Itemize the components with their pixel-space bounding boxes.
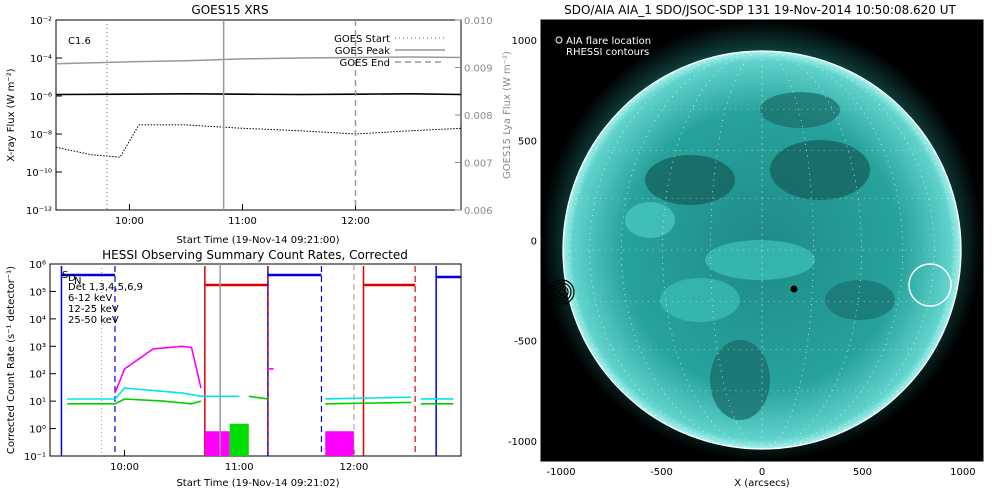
hessi-series-line bbox=[115, 346, 201, 393]
hessi-title: HESSI Observing Summary Count Rates, Cor… bbox=[102, 248, 408, 262]
goes-y-tick-label: 10⁻¹² bbox=[26, 206, 52, 217]
goes-x-tick-label: 12:00 bbox=[341, 216, 370, 227]
hessi-y-tick-label: 10⁴ bbox=[29, 315, 46, 326]
goes-y-tick-label: 10⁻⁴ bbox=[30, 54, 52, 65]
aia-y-tick-label: -1000 bbox=[508, 437, 537, 448]
disk-feature bbox=[770, 140, 870, 200]
aia-legend-label: RHESSI contours bbox=[566, 47, 649, 58]
goes-legend-label: GOES Peak bbox=[335, 46, 390, 57]
goes-y-ticks: 10⁻² 10⁻⁴ 10⁻⁶ 10⁻⁸ 10⁻¹⁰ 10⁻¹² bbox=[26, 16, 62, 217]
goes-event-markers bbox=[107, 20, 356, 210]
goes-title: GOES15 XRS bbox=[191, 3, 268, 17]
goes-y-right-tick-label: 0.007 bbox=[464, 159, 493, 170]
hessi-attenuator-bars bbox=[61, 266, 461, 456]
goes-y-right-tick-label: 0.006 bbox=[464, 206, 493, 217]
aia-x-tick-label: 1000 bbox=[950, 467, 975, 478]
hessi-y-ticks: 10⁶ 10⁵ 10⁴ 10³ 10² 10¹ 10⁰ 10⁻¹ bbox=[24, 260, 56, 463]
goes-x-tick-label: 11:00 bbox=[228, 216, 257, 227]
hessi-x-tick-label: 10:00 bbox=[110, 462, 139, 473]
goes-plot-frame bbox=[56, 20, 461, 210]
disk-feature bbox=[705, 240, 815, 280]
hessi-fill-block bbox=[325, 431, 354, 456]
hessi-y-tick-label: 10² bbox=[29, 370, 46, 381]
hessi-y-tick-label: 10⁰ bbox=[29, 425, 46, 436]
hessi-legend-label: 6-12 keV bbox=[68, 293, 112, 304]
goes-xlabel: Start Time (19-Nov-14 09:21:00) bbox=[176, 235, 339, 246]
aia-title: SDO/AIA AIA_1 SDO/JSOC-SDP 131 19-Nov-20… bbox=[564, 3, 956, 17]
goes-y-tick-label: 10⁻⁸ bbox=[30, 130, 52, 141]
disk-feature bbox=[760, 92, 840, 128]
hessi-y-tick-label: 10⁶ bbox=[29, 260, 46, 271]
aia-y-tick-label: 1000 bbox=[512, 36, 537, 47]
aia-flare-location-marker bbox=[791, 286, 798, 293]
aia-x-tick-label: -500 bbox=[650, 467, 673, 478]
goes-series-line bbox=[56, 125, 461, 157]
hessi-curves bbox=[67, 346, 453, 404]
hessi-panel: HESSI Observing Summary Count Rates, Cor… bbox=[6, 248, 461, 489]
hessi-y-tick-label: 10⁻¹ bbox=[24, 452, 46, 463]
aia-y-tick-label: 0 bbox=[531, 237, 537, 248]
goes-class-label: C1.6 bbox=[68, 36, 91, 47]
disk-feature bbox=[645, 155, 735, 205]
goes-series-line bbox=[56, 94, 461, 95]
hessi-ylabel: Corrected Count Rate (s⁻¹ detector⁻¹) bbox=[6, 266, 17, 454]
disk-feature bbox=[660, 278, 740, 322]
aia-xlabel: X (arcsecs) bbox=[734, 478, 790, 489]
goes-y-right-tick-label: 0.008 bbox=[464, 111, 493, 122]
goes-ylabel: X-ray Flux (W m⁻²) bbox=[6, 68, 17, 161]
hessi-legend-label: 25-50 keV bbox=[68, 315, 119, 326]
hessi-x-tick-label: 11:00 bbox=[225, 462, 254, 473]
hessi-y-tick-label: 10⁵ bbox=[29, 287, 46, 298]
goes-curves bbox=[56, 57, 461, 157]
hessi-series-line bbox=[67, 388, 239, 399]
hessi-x-tick-label: 12:00 bbox=[340, 462, 369, 473]
hessi-y-tick-label: 10³ bbox=[29, 342, 46, 353]
hessi-legend-label: 12-25 keV bbox=[68, 304, 119, 315]
goes-panel: GOES15 XRS 10⁻² 10⁻⁴ 10⁻⁶ 10⁻⁸ 10⁻¹⁰ 10⁻¹² 0.… bbox=[6, 3, 513, 246]
hessi-y-tick-label: 10¹ bbox=[29, 397, 46, 408]
hessi-series-segment bbox=[249, 396, 268, 399]
hessi-series-segment bbox=[325, 397, 411, 399]
aia-x-tick-label: 500 bbox=[853, 467, 872, 478]
hessi-xlabel: Start Time (19-Nov-14 09:21:02) bbox=[176, 478, 339, 489]
goes-x-tick-label: 10:00 bbox=[115, 216, 144, 227]
aia-y-tick-label: 500 bbox=[518, 136, 537, 147]
disk-feature bbox=[625, 202, 675, 238]
hessi-series-segment bbox=[325, 402, 411, 403]
goes-y-tick-label: 10⁻¹⁰ bbox=[26, 168, 52, 179]
aia-panel: SDO/AIA AIA_1 SDO/JSOC-SDP 131 19-Nov-20… bbox=[508, 3, 983, 489]
aia-x-tick-label: 0 bbox=[759, 467, 765, 478]
disk-feature bbox=[710, 340, 770, 420]
goes-y-right-tick-label: 0.010 bbox=[464, 16, 493, 27]
hessi-fill-block bbox=[230, 424, 249, 456]
aia-x-tick-label: -1000 bbox=[547, 467, 576, 478]
aia-y-tick-label: -500 bbox=[514, 337, 537, 348]
hessi-fill-block bbox=[205, 431, 230, 456]
goes-ylabel-right: GOES15 Lya Flux (W m⁻²) bbox=[502, 51, 513, 179]
hessi-legend-label: Det 1,3,4,5,6,9 bbox=[68, 282, 143, 293]
goes-x-ticks: 10:00 11:00 12:00 bbox=[115, 204, 370, 227]
goes-y-tick-label: 10⁻² bbox=[30, 16, 52, 27]
goes-y-tick-label: 10⁻⁶ bbox=[30, 92, 52, 103]
aia-legend-label: AIA flare location bbox=[566, 36, 651, 47]
goes-y-right-tick-label: 0.009 bbox=[464, 64, 493, 75]
goes-legend-label: GOES End bbox=[340, 58, 390, 69]
goes-legend-label: GOES Start bbox=[334, 34, 390, 45]
